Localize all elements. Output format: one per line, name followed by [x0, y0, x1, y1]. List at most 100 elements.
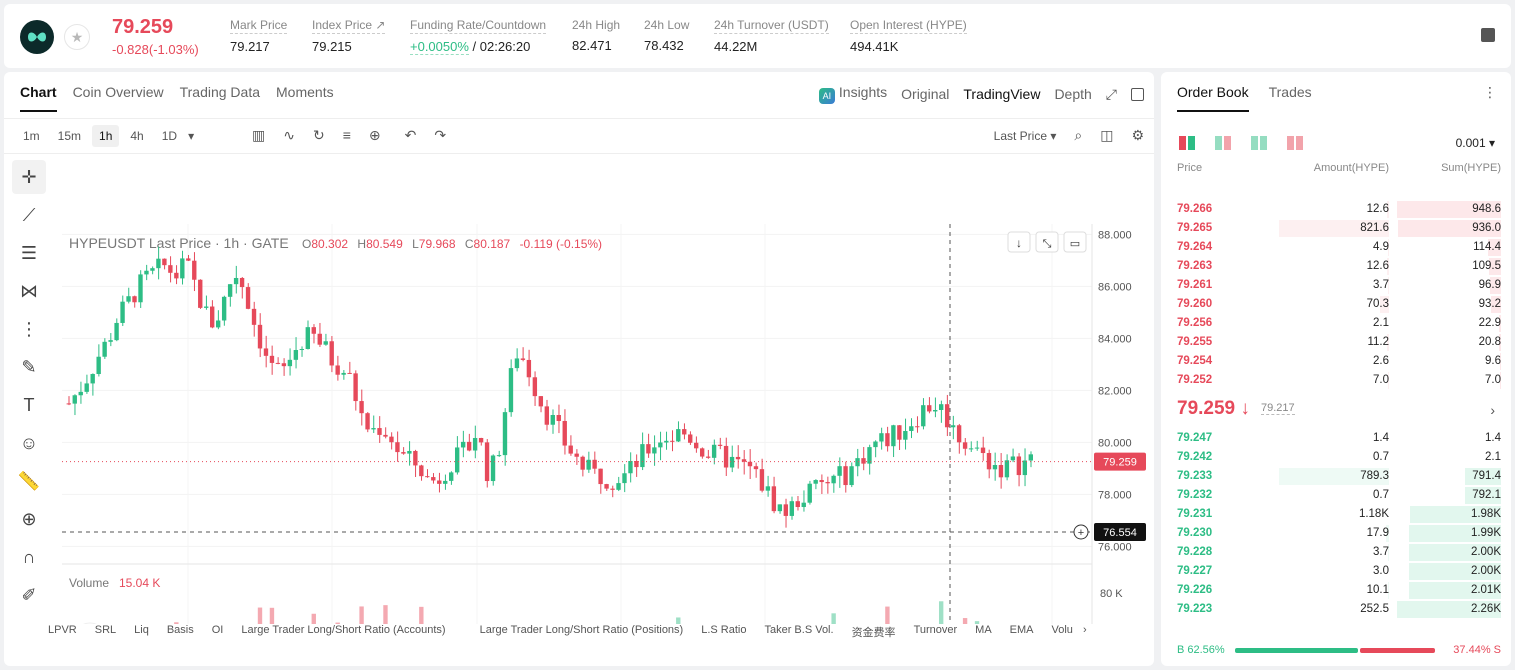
ind-tab[interactable]: Large Trader Long/Short Ratio (Positions…: [479, 624, 684, 636]
expand-icon[interactable]: ⤢: [1105, 85, 1117, 102]
tab-tradingview[interactable]: TradingView: [963, 86, 1041, 102]
ind-tab[interactable]: Liq: [134, 624, 149, 636]
emoji-tool-icon[interactable]: ☺: [19, 432, 39, 453]
bid-row[interactable]: 79.226 10.1 2.01K: [1161, 581, 1511, 600]
candle-body: [747, 461, 753, 467]
ask-row[interactable]: 79.260 70.3 93.2: [1161, 295, 1511, 314]
zoom-tool-icon[interactable]: ⊕: [21, 508, 37, 529]
text-tool-icon[interactable]: T: [23, 394, 35, 415]
interval-1m[interactable]: 1m: [23, 129, 40, 143]
price-chart[interactable]: HYPEUSDT Last Price · 1h · GATE O80.302 …: [4, 154, 1154, 624]
bid-row[interactable]: 79.228 3.7 2.00K: [1161, 543, 1511, 562]
tab-original[interactable]: Original: [901, 86, 950, 102]
bid-row[interactable]: 79.233 789.3 791.4: [1161, 467, 1511, 486]
ask-row[interactable]: 79.254 2.6 9.6: [1161, 352, 1511, 371]
tab-trades[interactable]: Trades: [1268, 84, 1312, 100]
candle-body: [574, 453, 579, 457]
bid-row[interactable]: 79.231 1.18K 1.98K: [1161, 505, 1511, 524]
mode-bids-icon[interactable]: [1251, 136, 1267, 150]
chevron-right-icon[interactable]: ›: [1490, 402, 1495, 418]
trendline-tool-icon[interactable]: ⟋: [22, 204, 36, 225]
tab-insights[interactable]: AI Insights: [818, 84, 887, 104]
undo-icon[interactable]: ↶: [404, 127, 417, 143]
mode-asks-icon[interactable]: [1287, 136, 1303, 150]
indicators-icon[interactable]: ∿: [283, 127, 295, 143]
interval-4h[interactable]: 4h: [130, 129, 144, 143]
chevron-right-icon[interactable]: ›: [1082, 624, 1087, 636]
ask-row[interactable]: 79.261 3.7 96.9: [1161, 276, 1511, 295]
bid-row[interactable]: 79.247 1.4 1.4: [1161, 429, 1511, 448]
tab-moments[interactable]: Moments: [276, 84, 334, 100]
ind-tab[interactable]: Large Trader Long/Short Ratio (Accounts): [241, 624, 446, 636]
ind-tab[interactable]: Basis: [166, 624, 194, 636]
candle-body: [849, 466, 854, 486]
ind-tab[interactable]: L.S Ratio: [701, 624, 747, 636]
bid-row[interactable]: 79.223 252.5 2.26K: [1161, 600, 1511, 619]
stat-mark-price[interactable]: Mark Price 79.217: [230, 18, 288, 54]
ind-tab[interactable]: Turnover: [913, 624, 958, 636]
ask-row[interactable]: 79.265 821.6 936.0: [1161, 219, 1511, 238]
bid-row[interactable]: 79.227 3.0 2.00K: [1161, 562, 1511, 581]
interval-dropdown-icon[interactable]: ▾: [188, 129, 195, 143]
pattern-tool-icon[interactable]: ⋈: [20, 280, 38, 301]
ind-tab[interactable]: Volu: [1051, 624, 1073, 636]
tab-coin-overview[interactable]: Coin Overview: [72, 84, 164, 100]
tab-order-book[interactable]: Order Book: [1177, 84, 1249, 112]
bid-row[interactable]: 79.242 0.7 2.1: [1161, 448, 1511, 467]
ask-row[interactable]: 79.264 4.9 114.4: [1161, 238, 1511, 257]
ask-row[interactable]: 79.252 7.0 7.0: [1161, 371, 1511, 390]
book-icon[interactable]: [1481, 28, 1495, 42]
ind-tab[interactable]: LPVR: [48, 624, 77, 636]
price-type-select[interactable]: Last Price ▾: [993, 128, 1057, 143]
ask-row[interactable]: 79.263 12.6 109.5: [1161, 257, 1511, 276]
collapse-icon[interactable]: ⤡: [1043, 238, 1052, 250]
ind-tab[interactable]: OI: [211, 624, 224, 636]
autoscale-icon[interactable]: ▭: [1070, 238, 1080, 250]
stat-open-interest[interactable]: Open Interest (HYPE) 494.41K: [850, 18, 967, 54]
tab-trading-data[interactable]: Trading Data: [179, 84, 261, 100]
mode-both-alt-icon[interactable]: [1215, 136, 1231, 150]
precision-select[interactable]: 0.001 ▾: [1455, 136, 1495, 150]
ask-row[interactable]: 79.255 11.2 20.8: [1161, 333, 1511, 352]
horizontal-lines-tool-icon[interactable]: ☰: [20, 242, 38, 263]
candle-type-icon[interactable]: ▥: [252, 127, 266, 143]
scroll-down-icon[interactable]: ↓: [1016, 236, 1022, 250]
interval-15m[interactable]: 15m: [57, 129, 82, 143]
ask-row[interactable]: 79.266 12.6 948.6: [1161, 200, 1511, 219]
stat-24h-turnover[interactable]: 24h Turnover (USDT) 44.22M: [714, 18, 829, 54]
interval-1h[interactable]: 1h: [92, 125, 120, 147]
ind-tab[interactable]: EMA: [1009, 624, 1034, 636]
search-icon[interactable]: ⌕: [1074, 127, 1083, 143]
more-vertical-icon[interactable]: ⋮: [1483, 84, 1497, 100]
add-indicator-icon[interactable]: ⊕: [368, 127, 381, 143]
ind-tab[interactable]: MA: [975, 624, 992, 636]
ind-tab[interactable]: SRL: [94, 624, 117, 636]
stat-label: 24h Turnover (USDT): [714, 18, 829, 34]
bid-row[interactable]: 79.232 0.7 792.1: [1161, 486, 1511, 505]
redo-icon[interactable]: ↷: [434, 127, 447, 143]
fullscreen-icon[interactable]: [1131, 87, 1144, 101]
bid-row[interactable]: 79.230 17.9 1.99K: [1161, 524, 1511, 543]
magnet-tool-icon[interactable]: ∩: [22, 546, 36, 567]
brush-tool-icon[interactable]: ✎: [21, 356, 37, 377]
favorite-star-icon[interactable]: ★: [64, 24, 90, 50]
templates-icon[interactable]: ≡: [342, 127, 351, 143]
stat-index-price[interactable]: Index Price ↗ 79.215: [312, 18, 386, 54]
crosshair-tool-icon[interactable]: ✛: [12, 160, 46, 194]
ind-tab[interactable]: 资金费率: [851, 627, 896, 639]
tab-depth[interactable]: Depth: [1054, 86, 1092, 102]
chart-grid: [62, 224, 1092, 624]
tab-chart[interactable]: Chart: [20, 84, 57, 112]
row-amount: 789.3: [1360, 470, 1389, 482]
replay-icon[interactable]: ↻: [312, 127, 325, 143]
settings-gear-icon[interactable]: ⚙: [1131, 127, 1144, 143]
interval-1d[interactable]: 1D: [161, 129, 178, 143]
ask-row[interactable]: 79.256 2.1 22.9: [1161, 314, 1511, 333]
ruler-tool-icon[interactable]: 📏: [17, 470, 41, 491]
pencil-lock-icon[interactable]: ✐: [21, 584, 37, 605]
stat-funding-rate[interactable]: Funding Rate/Countdown +0.0050% / 02:26:…: [410, 18, 547, 55]
mode-both-icon[interactable]: [1179, 136, 1195, 150]
fib-tool-icon[interactable]: ⋮: [20, 318, 38, 339]
ind-tab[interactable]: Taker B.S Vol.: [764, 624, 834, 636]
camera-icon[interactable]: ◫: [1100, 127, 1114, 143]
